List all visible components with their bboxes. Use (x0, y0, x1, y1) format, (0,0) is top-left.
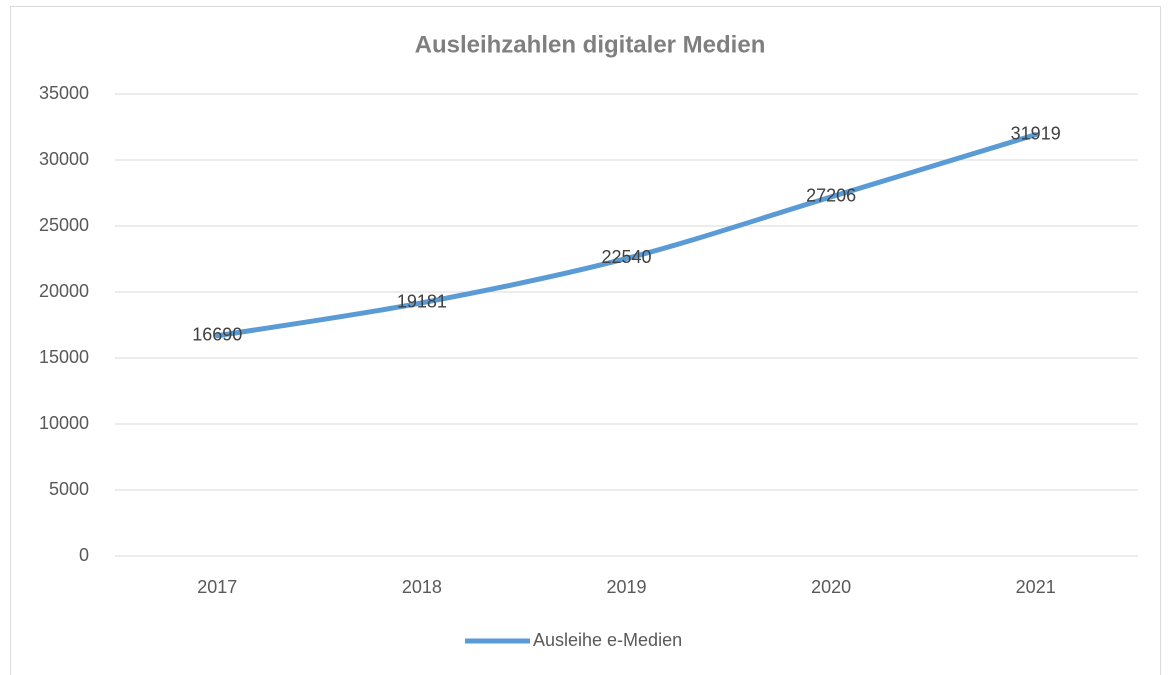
y-tick-label: 5000 (49, 479, 89, 499)
data-label: 19181 (397, 292, 447, 312)
y-tick-label: 20000 (39, 281, 89, 301)
chart-title: Ausleihzahlen digitaler Medien (415, 31, 766, 58)
x-tick-label: 2018 (402, 577, 442, 597)
chart-border (10, 6, 1161, 675)
data-label: 22540 (601, 247, 651, 267)
data-label: 31919 (1011, 123, 1061, 143)
y-tick-label: 15000 (39, 347, 89, 367)
x-tick-label: 2017 (197, 577, 237, 597)
y-tick-label: 25000 (39, 215, 89, 235)
x-tick-label: 2021 (1016, 577, 1056, 597)
data-label: 27206 (806, 186, 856, 206)
y-tick-label: 10000 (39, 413, 89, 433)
y-tick-label: 30000 (39, 149, 89, 169)
y-tick-label: 35000 (39, 83, 89, 103)
legend-label: Ausleihe e-Medien (533, 630, 682, 650)
x-tick-label: 2020 (811, 577, 851, 597)
data-label: 16690 (192, 324, 242, 344)
x-tick-label: 2019 (606, 577, 646, 597)
y-tick-label: 0 (79, 545, 89, 565)
data-line (214, 132, 1039, 339)
